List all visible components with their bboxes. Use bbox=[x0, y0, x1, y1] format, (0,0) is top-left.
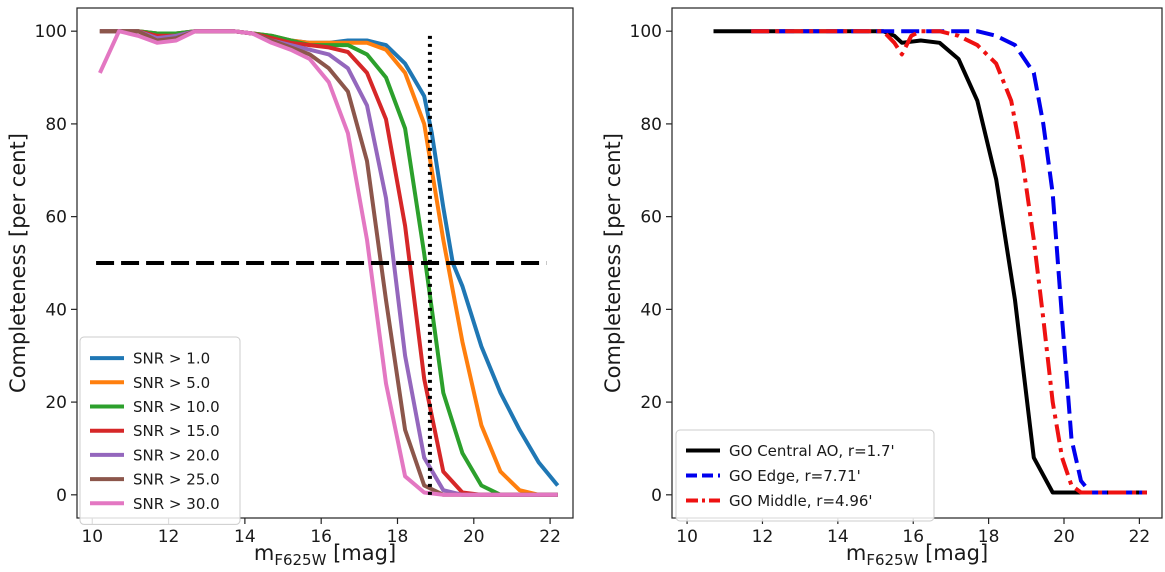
series-line-6 bbox=[98, 29, 558, 497]
x-axis-title-subscript: F625W bbox=[866, 551, 918, 569]
x-tick-label: 14 bbox=[234, 527, 256, 547]
right-completeness-panel: 10 12 14 16 18 20 22 0 20 40 60 80 100 mF625W [mag] Co… bbox=[601, 7, 1163, 569]
legend-label-3: SNR > 15.0 bbox=[133, 422, 220, 440]
x-tick-label: 18 bbox=[978, 527, 1000, 547]
legend-box bbox=[675, 429, 935, 522]
y-tick-label: 100 bbox=[35, 22, 67, 42]
plot-frame bbox=[76, 7, 574, 519]
y-axis-title: Completeness [per cent] bbox=[6, 133, 30, 393]
legend-label-4: SNR > 20.0 bbox=[133, 446, 220, 464]
x-axis-title-main: m bbox=[254, 541, 274, 565]
y-tick-label: 40 bbox=[640, 300, 662, 320]
x-axis-title-subscript: F625W bbox=[274, 551, 326, 569]
x-tick-label: 14 bbox=[827, 527, 849, 547]
legend-label-2: GO Middle, r=4.96' bbox=[729, 492, 873, 510]
legend-label-1: SNR > 5.0 bbox=[133, 374, 210, 392]
x-tick-label: 10 bbox=[676, 527, 698, 547]
x-tick-label: 12 bbox=[158, 527, 180, 547]
y-tick-label: 80 bbox=[640, 115, 662, 135]
y-tick-label: 60 bbox=[45, 208, 67, 228]
x-tick-label: 18 bbox=[387, 527, 409, 547]
series-line-1 bbox=[751, 29, 1147, 495]
legend: GO Central AO, r=1.7' GO Edge, r=7.71' GO … bbox=[675, 429, 935, 522]
y-tick-label: 80 bbox=[45, 115, 67, 135]
x-tick-label: 20 bbox=[1053, 527, 1075, 547]
legend-label-0: GO Central AO, r=1.7' bbox=[729, 442, 895, 460]
legend: SNR > 1.0 SNR > 5.0 SNR > 10.0 SNR > 15.0 SN… bbox=[79, 336, 241, 525]
y-tick-label: 0 bbox=[56, 486, 67, 506]
legend-label-6: SNR > 30.0 bbox=[133, 495, 220, 513]
legend-label-5: SNR > 25.0 bbox=[133, 471, 220, 489]
left-completeness-panel: 10 12 14 16 18 20 22 0 20 40 60 80 100 mF625W [mag] Co… bbox=[6, 7, 574, 569]
legend-label-0: SNR > 1.0 bbox=[133, 350, 210, 368]
x-axis-title: mF625W [mag] bbox=[846, 541, 988, 569]
y-tick-label: 0 bbox=[651, 486, 662, 506]
x-tick-label: 22 bbox=[1129, 527, 1151, 547]
y-axis-title: Completeness [per cent] bbox=[601, 133, 625, 393]
x-axis-title-unit: [mag] bbox=[326, 541, 396, 565]
x-axis-title: mF625W [mag] bbox=[254, 541, 396, 569]
x-tick-label: 22 bbox=[539, 527, 561, 547]
series-line-0 bbox=[713, 29, 1147, 495]
y-tick-label: 40 bbox=[45, 300, 67, 320]
y-tick-label: 20 bbox=[45, 393, 67, 413]
x-tick-label: 12 bbox=[752, 527, 774, 547]
x-axis-title-main: m bbox=[846, 541, 866, 565]
series-line-2 bbox=[99, 29, 558, 497]
x-tick-label: 16 bbox=[902, 527, 924, 547]
legend-label-2: SNR > 10.0 bbox=[133, 398, 220, 416]
y-tick-label: 60 bbox=[640, 208, 662, 228]
x-tick-label: 16 bbox=[310, 527, 332, 547]
x-axis-title-unit: [mag] bbox=[918, 541, 988, 565]
x-tick-label: 10 bbox=[81, 527, 103, 547]
y-tick-label: 100 bbox=[630, 22, 662, 42]
series-line-2 bbox=[751, 29, 1147, 495]
y-tick-label: 20 bbox=[640, 393, 662, 413]
x-tick-label: 20 bbox=[463, 527, 485, 547]
legend-label-1: GO Edge, r=7.71' bbox=[729, 467, 861, 485]
